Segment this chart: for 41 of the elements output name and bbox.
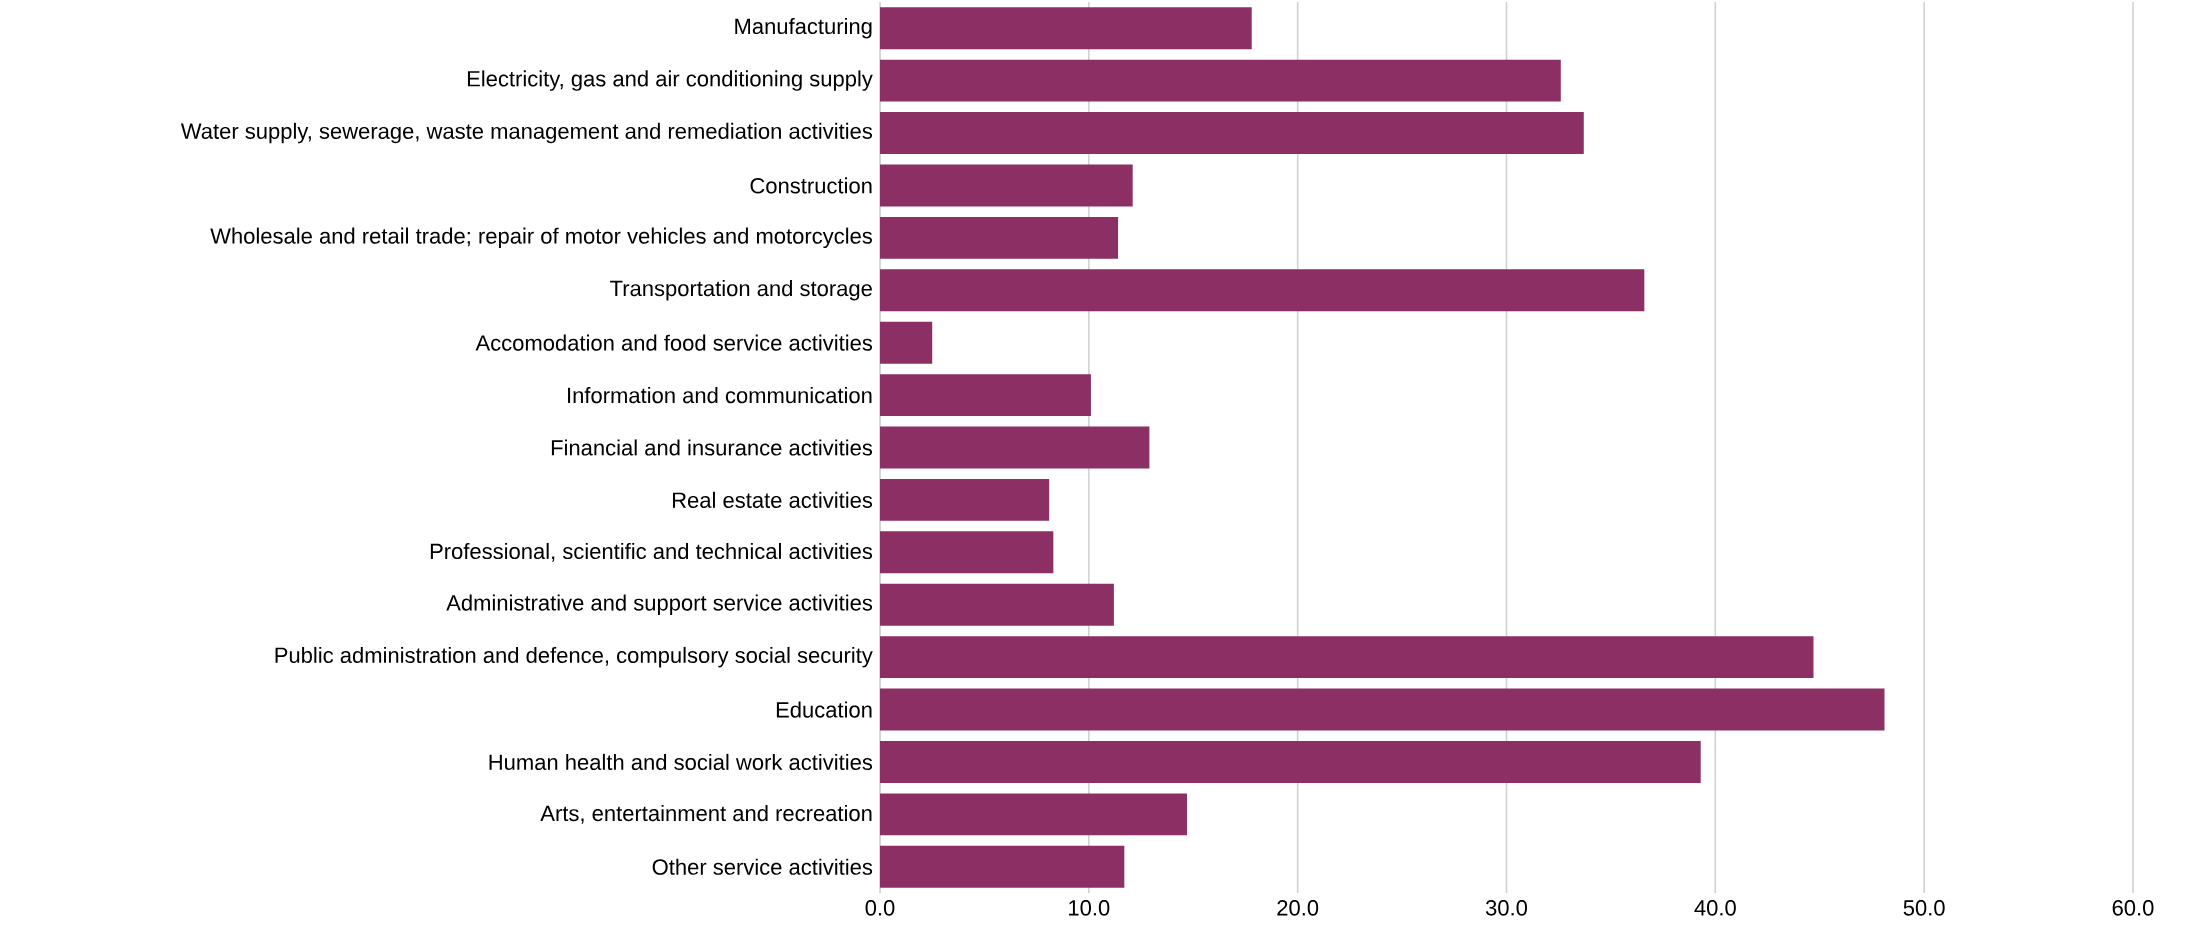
y-tick-label: Other service activities [652,858,873,875]
bar [880,112,1584,154]
bar [880,688,1885,731]
x-tick-label: 20.0 [1277,900,1319,916]
bar [880,7,1252,50]
y-tick-label: Financial and insurance activities [551,439,873,456]
bar [880,741,1701,783]
bar [880,374,1091,417]
bar [880,478,1050,521]
bar [880,216,1119,259]
bar [880,531,1054,574]
bar [880,426,1150,469]
y-tick-label: Real estate activities [673,491,873,508]
y-tick-label: Electricity, gas and air conditioning supply [467,70,873,91]
x-tick-label: 40.0 [1694,900,1736,916]
bar [880,269,1645,312]
bar [880,845,1125,888]
y-tick-label: Public administration and defence, compulsory social security [275,646,873,668]
y-tick-label: Administrative and support service activities [446,594,873,615]
x-tick-label: 10.0 [1069,900,1110,916]
bar [880,321,933,364]
bar [880,793,1187,836]
x-tick-label: 50.0 [1903,900,1945,916]
y-tick-label: Arts, entertainment and recreation [540,805,872,824]
x-tick-label: 0.0 [865,900,895,916]
y-tick-label: Information and communication [568,387,872,404]
bar [880,583,1114,626]
y-tick-label: Professional, scientific and technical activities [430,542,873,562]
y-tick-label: Human health and social work activities [489,753,873,771]
y-tick-label: Education [776,701,872,718]
x-tick-label: 60.0 [2112,900,2154,916]
bar [880,59,1561,102]
y-tick-label: Transportation and storage [610,280,872,301]
y-tick-label: Wholesale and retail trade; repair of motor vehicles and motorcycles [210,227,873,249]
x-tick-label: 30.0 [1485,900,1528,916]
y-tick-label: Accomodation and food service activities [475,334,873,351]
y-tick-label: Manufacturing [735,17,872,39]
bar [880,164,1133,207]
y-tick-label: Water supply, sewerage, waste management and remediation activities [180,122,873,144]
bar [880,636,1814,679]
y-tick-label: Construction [750,177,872,194]
